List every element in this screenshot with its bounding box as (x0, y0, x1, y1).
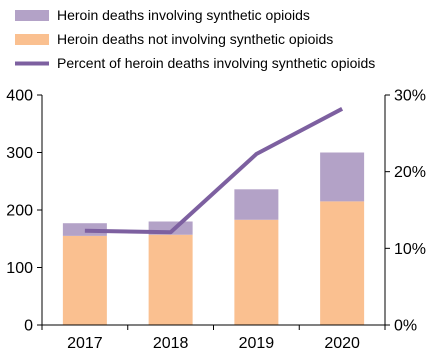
right-tick-label-0: 0% (394, 318, 417, 335)
left-tick-label-0: 0 (24, 318, 33, 335)
line-series-0 (84, 107, 344, 235)
bar-2018-series-0 (148, 234, 193, 325)
right-tick-label-20: 20% (394, 164, 426, 181)
x-tick-label-2017: 2017 (67, 335, 103, 352)
bar-2020-series-1 (320, 152, 365, 202)
bar-2019-series-0 (234, 219, 279, 325)
right-tick-label-30: 30% (394, 88, 426, 105)
legend-label-2: Percent of heroin deaths involving synth… (57, 55, 375, 71)
left-tick-label-300: 300 (6, 145, 33, 162)
legend-swatch-0 (15, 10, 49, 21)
line-layer (84, 107, 344, 235)
bar-2020-series-0 (320, 201, 365, 325)
left-tick-label-100: 100 (6, 260, 33, 277)
legend-swatch-1 (15, 34, 49, 45)
x-tick-label-2020: 2020 (324, 335, 360, 352)
left-tick-label-400: 400 (6, 88, 33, 105)
bar-layer (62, 152, 365, 325)
axes (37, 94, 390, 330)
x-tick-label-2018: 2018 (153, 335, 189, 352)
legend: Heroin deaths involving synthetic opioid… (15, 7, 375, 71)
left-tick-label-200: 200 (6, 203, 33, 220)
legend-label-1: Heroin deaths not involving synthetic op… (57, 31, 333, 47)
bar-2019-series-1 (234, 189, 279, 220)
right-tick-label-10: 10% (394, 241, 426, 258)
tick-labels: 0 100 200 300 400 0% 10% 20% 30% 2017 2018 2019 2020 (6, 88, 426, 353)
bar-2017-series-0 (62, 235, 107, 325)
x-tick-label-2019: 2019 (239, 335, 275, 352)
legend-label-0: Heroin deaths involving synthetic opioid… (57, 7, 310, 23)
